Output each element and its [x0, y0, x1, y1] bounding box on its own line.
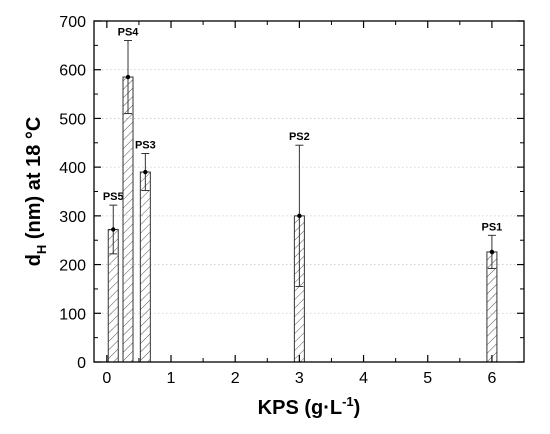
y-tick-label: 500: [59, 111, 86, 128]
data-point: [143, 169, 148, 175]
bar-label: PS5: [103, 191, 124, 203]
y-tick-label: 400: [59, 160, 86, 177]
axis-ticks: 0 100 200 300 400 500 600 700 0 1 2 3 4 5 6: [59, 14, 524, 387]
data-point: [489, 249, 495, 255]
bar: [122, 76, 134, 363]
x-axis-title: KPS (g·L-1): [258, 394, 361, 419]
x-tick-label: 4: [359, 370, 368, 387]
bar-label: PS2: [289, 131, 310, 143]
bar-label: PS1: [482, 221, 503, 233]
bar-label: PS4: [118, 26, 140, 38]
y-tick-label: 300: [59, 209, 86, 226]
y-tick-label: 700: [59, 14, 86, 31]
y-tick-label: 0: [77, 355, 86, 372]
x-tick-label: 3: [295, 370, 304, 387]
data-point: [111, 227, 116, 232]
x-tick-label: 6: [487, 370, 496, 387]
x-tick-label: 1: [167, 370, 176, 387]
y-tick-label: 100: [59, 306, 86, 323]
y-tick-label: 200: [59, 258, 86, 275]
bar: [139, 171, 151, 363]
data-point: [297, 213, 302, 219]
data-point: [125, 74, 131, 80]
plot-frame: [93, 20, 525, 363]
x-tick-label: 2: [231, 370, 240, 387]
x-tick-label: 5: [423, 370, 432, 387]
bar-label: PS3: [135, 140, 156, 152]
grid-lines: [94, 69, 524, 314]
x-tick-label: 0: [102, 370, 111, 387]
bars: PS5 PS4 PS3 PS2 PS1: [103, 26, 503, 363]
y-axis-title: dH (nm) at 18 °C: [23, 117, 49, 267]
y-tick-label: 600: [59, 63, 86, 80]
